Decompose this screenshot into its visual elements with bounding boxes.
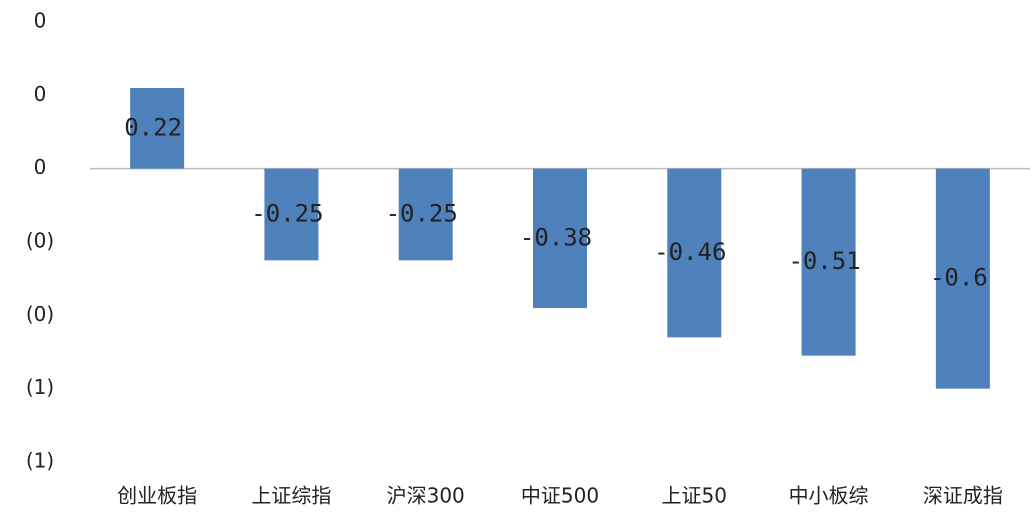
x-tick-label: 深证成指 — [923, 484, 1003, 508]
y-tick-label: 0 — [34, 155, 47, 179]
value-label: -0.25 — [386, 200, 458, 228]
value-label: -0.25 — [251, 200, 323, 228]
x-tick-label: 创业板指 — [117, 484, 197, 508]
y-tick-label: (1) — [26, 449, 54, 473]
bar — [801, 168, 856, 356]
bar — [130, 88, 185, 169]
bar — [667, 168, 722, 338]
value-label: 0.22 — [124, 113, 182, 141]
bar — [264, 168, 319, 261]
x-tick-label: 沪深300 — [387, 484, 465, 508]
bar — [398, 168, 453, 261]
bar — [935, 168, 990, 389]
y-tick-label: (1) — [26, 375, 54, 399]
bar — [533, 168, 587, 308]
value-label: -0.38 — [520, 223, 592, 251]
y-tick-label: 0 — [34, 9, 47, 33]
y-tick-label: (0) — [26, 302, 54, 326]
x-tick-label: 中证500 — [521, 484, 599, 508]
value-label: -0.6 — [930, 264, 988, 292]
x-tick-label: 中小板综 — [789, 484, 869, 508]
value-label: -0.51 — [788, 247, 860, 275]
x-tick-label: 上证综指 — [251, 484, 331, 508]
value-label: -0.46 — [654, 238, 726, 266]
y-tick-label: (0) — [26, 229, 54, 253]
y-tick-label: 0 — [34, 82, 47, 106]
x-tick-label: 上证50 — [662, 484, 727, 508]
